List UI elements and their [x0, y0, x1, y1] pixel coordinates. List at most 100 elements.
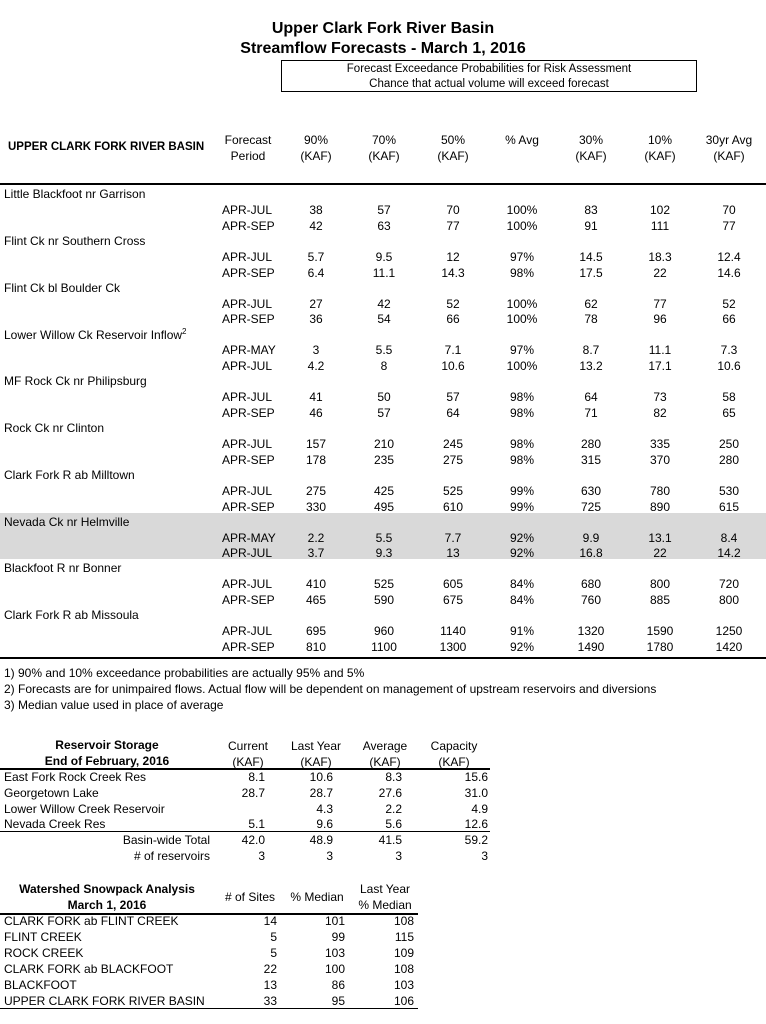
forecast-value: 885	[649, 593, 671, 608]
reservoir-value: 12.6	[464, 817, 488, 832]
reservoir-header-line2: (KAF)	[300, 755, 332, 769]
forecast-value: 22	[653, 265, 667, 280]
forecast-value: 98%	[509, 390, 535, 405]
forecast-value: 14.5	[579, 249, 603, 264]
reservoir-total-value: 48.9	[309, 833, 333, 847]
forecast-period: APR-JUL	[222, 577, 273, 592]
site-name-text: Nevada Ck nr Helmville	[4, 514, 130, 529]
forecast-value: 11.1	[372, 265, 396, 280]
forecast-value: 82	[653, 406, 667, 420]
reservoir-total-value: 3	[258, 849, 265, 863]
forecast-period: APR-SEP	[222, 406, 275, 420]
site-name: Clark Fork R ab Milltown	[4, 468, 135, 482]
forecast-value: 800	[649, 577, 671, 592]
forecast-value: 66	[722, 312, 736, 327]
snowpack-value: 101	[324, 914, 345, 928]
forecast-value: 27	[309, 296, 323, 311]
reservoir-total-value: 3	[395, 849, 402, 863]
forecast-period: APR-JUL	[222, 203, 273, 217]
reservoir-header-line2: (KAF)	[369, 755, 401, 769]
column-header-line1: % Avg	[505, 133, 539, 147]
footnote-1: 1) 90% and 10% exceedance probabilities …	[4, 666, 365, 680]
reservoir-value: 2.2	[385, 801, 402, 816]
forecast-value: 615	[718, 499, 740, 514]
forecast-period: APR-JUL	[222, 624, 273, 639]
site-name: Flint Ck nr Southern Cross	[4, 234, 145, 248]
column-header: % Avg	[482, 132, 562, 148]
column-header-line1: Forecast	[224, 133, 272, 147]
snowpack-value: 103	[324, 946, 345, 960]
reservoir-header-line1: Capacity	[430, 739, 478, 753]
forecast-value: 7.3	[720, 343, 738, 358]
forecast-period: APR-JUL	[222, 546, 273, 561]
forecast-value: 100%	[506, 296, 538, 311]
forecast-value: 100%	[506, 359, 538, 374]
reservoir-header-line2: (KAF)	[232, 755, 264, 769]
reservoir-name: Lower Willow Creek Reservoir	[4, 801, 165, 816]
column-header: 10% (KAF)	[620, 132, 700, 164]
forecast-value: 70	[722, 203, 736, 217]
forecast-value: 77	[446, 218, 460, 233]
forecast-value: 52	[446, 296, 460, 311]
forecast-value: 13.1	[648, 530, 672, 545]
forecast-value: 91	[584, 218, 598, 233]
snowpack-value: 109	[393, 946, 414, 960]
forecast-period: APR-SEP	[222, 593, 275, 608]
reservoir-total-value: 42.0	[241, 833, 265, 847]
reservoir-value: 28.7	[241, 785, 265, 800]
forecast-value: 8.7	[582, 343, 600, 358]
forecast-value: 245	[442, 437, 464, 451]
reservoir-column-header: Last Year (KAF)	[276, 738, 356, 770]
forecast-value: 5.5	[375, 530, 393, 545]
forecast-value: 9.9	[582, 530, 600, 545]
column-header-line2: (KAF)	[300, 149, 332, 163]
reservoir-divider	[0, 768, 490, 770]
reservoir-value: 9.6	[316, 817, 333, 832]
forecast-value: 77	[722, 218, 736, 233]
forecast-value: 96	[653, 312, 667, 327]
forecast-value: 695	[305, 624, 327, 639]
forecast-value: 10.6	[441, 359, 465, 374]
forecast-value: 3.7	[307, 546, 325, 561]
site-name-text: Lower Willow Ck Reservoir Inflow	[4, 328, 183, 343]
reservoir-value: 27.6	[378, 785, 402, 800]
forecast-value: 63	[377, 218, 391, 233]
reservoir-total-value: 3	[326, 849, 333, 863]
forecast-value: 73	[653, 390, 667, 405]
column-header: 90% (KAF)	[276, 132, 356, 164]
forecast-value: 50	[377, 390, 391, 405]
site-name-text: Little Blackfoot nr Garrison	[4, 187, 146, 201]
reservoir-value: 31.0	[464, 785, 488, 800]
forecast-value: 65	[722, 406, 736, 420]
forecast-value: 425	[373, 483, 395, 498]
snowpack-value: 5	[270, 930, 277, 944]
forecast-value: 17.5	[579, 265, 603, 280]
probability-box: Forecast Exceedance Probabilities for Ri…	[281, 60, 697, 92]
forecast-value: 1780	[646, 640, 674, 654]
forecast-value: 98%	[509, 452, 535, 467]
forecast-value: 760	[580, 593, 602, 608]
page-title: Upper Clark Fork River Basin	[271, 20, 495, 37]
forecast-value: 1590	[646, 624, 674, 639]
forecast-value: 610	[442, 499, 464, 514]
forecast-value: 18.3	[648, 249, 672, 264]
forecast-value: 97%	[509, 343, 535, 358]
column-header: 70% (KAF)	[344, 132, 424, 164]
column-header-line1: 30%	[578, 133, 604, 147]
reservoir-column-header: Capacity (KAF)	[414, 738, 494, 770]
forecast-value: 1490	[577, 640, 605, 654]
forecast-value: 3	[312, 343, 320, 358]
snowpack-basin-name: CLARK FORK ab FLINT CREEK	[4, 914, 179, 928]
forecast-value: 52	[722, 296, 736, 311]
forecast-value: 530	[718, 483, 740, 498]
forecast-value: 57	[377, 203, 391, 217]
site-name: Little Blackfoot nr Garrison	[4, 187, 145, 201]
reservoir-header-line1: Last Year	[290, 739, 342, 753]
snowpack-basin-name: FLINT CREEK	[4, 930, 82, 944]
reservoir-header-line2: (KAF)	[438, 755, 470, 769]
forecast-value: 330	[305, 499, 327, 514]
forecast-value: 64	[584, 390, 598, 405]
reservoir-total-divider	[0, 831, 490, 832]
reservoir-name: Nevada Creek Res	[4, 817, 106, 832]
reservoir-name: East Fork Rock Creek Res	[4, 770, 147, 784]
